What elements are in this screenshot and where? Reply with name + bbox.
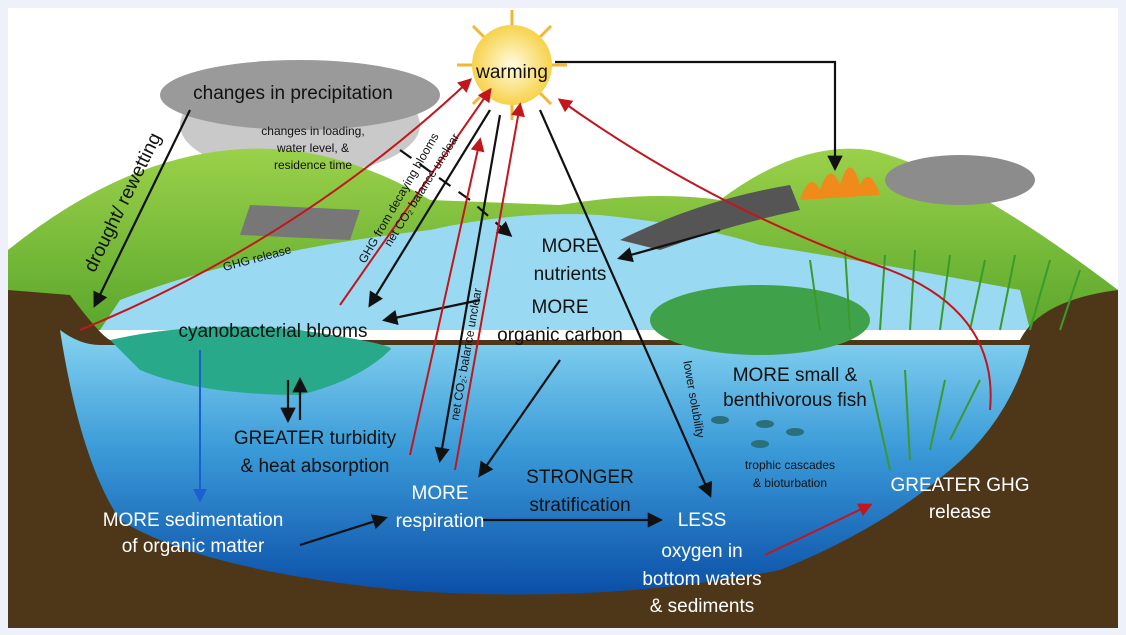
label-line: oxygen in [661, 541, 742, 562]
label-line: nutrients [534, 264, 607, 285]
label-line: STRONGER [526, 467, 634, 488]
label-line: & heat absorption [241, 456, 390, 477]
label: warming [475, 62, 548, 83]
label-line: MORE [542, 236, 599, 257]
label-line: & bioturbation [753, 476, 827, 490]
label-line: GREATER turbidity [234, 428, 397, 449]
label-line: stratification [529, 495, 630, 516]
label-line: LESS [678, 510, 727, 531]
label-line: MORE [412, 483, 469, 504]
label-line: water level, & [276, 141, 349, 155]
label-line: changes in loading, [261, 124, 364, 138]
label-line: residence time [274, 158, 352, 172]
label-line: MORE small & [733, 365, 858, 386]
label-line: benthivorous fish [723, 390, 867, 411]
label-line: bottom waters [642, 569, 761, 590]
diagram: warming changes in precipitation changes… [0, 0, 1126, 635]
label: changes in precipitation [193, 83, 393, 104]
label-line: organic carbon [497, 325, 623, 346]
label-line: & sediments [650, 596, 755, 617]
label-line: MORE [532, 297, 589, 318]
label: cyanobacterial blooms [178, 321, 367, 342]
label-line: MORE sedimentation [103, 510, 284, 531]
label-line: trophic cascades [745, 458, 835, 472]
label-line: GREATER GHG [891, 475, 1030, 496]
label-line: of organic matter [122, 536, 265, 557]
label-line: respiration [396, 511, 485, 532]
label-line: release [929, 502, 991, 523]
